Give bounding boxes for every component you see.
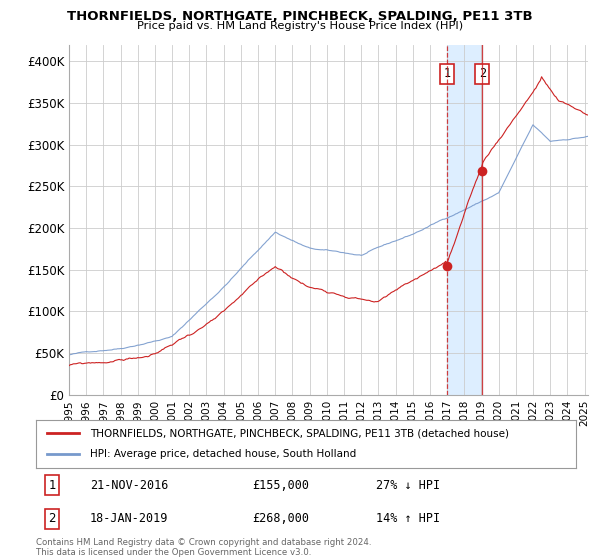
Text: 14% ↑ HPI: 14% ↑ HPI (376, 512, 440, 525)
Text: Price paid vs. HM Land Registry's House Price Index (HPI): Price paid vs. HM Land Registry's House … (137, 21, 463, 31)
Text: THORNFIELDS, NORTHGATE, PINCHBECK, SPALDING, PE11 3TB (detached house): THORNFIELDS, NORTHGATE, PINCHBECK, SPALD… (90, 428, 509, 438)
Text: Contains HM Land Registry data © Crown copyright and database right 2024.
This d: Contains HM Land Registry data © Crown c… (36, 538, 371, 557)
Text: £155,000: £155,000 (252, 479, 309, 492)
Text: 2: 2 (479, 67, 486, 81)
Text: HPI: Average price, detached house, South Holland: HPI: Average price, detached house, Sout… (90, 449, 356, 459)
Text: 1: 1 (49, 479, 56, 492)
Text: 2: 2 (49, 512, 56, 525)
Text: 18-JAN-2019: 18-JAN-2019 (90, 512, 169, 525)
Text: THORNFIELDS, NORTHGATE, PINCHBECK, SPALDING, PE11 3TB: THORNFIELDS, NORTHGATE, PINCHBECK, SPALD… (67, 10, 533, 23)
Bar (447, 45, 482, 395)
Text: 21-NOV-2016: 21-NOV-2016 (90, 479, 169, 492)
Text: 27% ↓ HPI: 27% ↓ HPI (376, 479, 440, 492)
Text: 1: 1 (443, 67, 451, 81)
Text: £268,000: £268,000 (252, 512, 309, 525)
